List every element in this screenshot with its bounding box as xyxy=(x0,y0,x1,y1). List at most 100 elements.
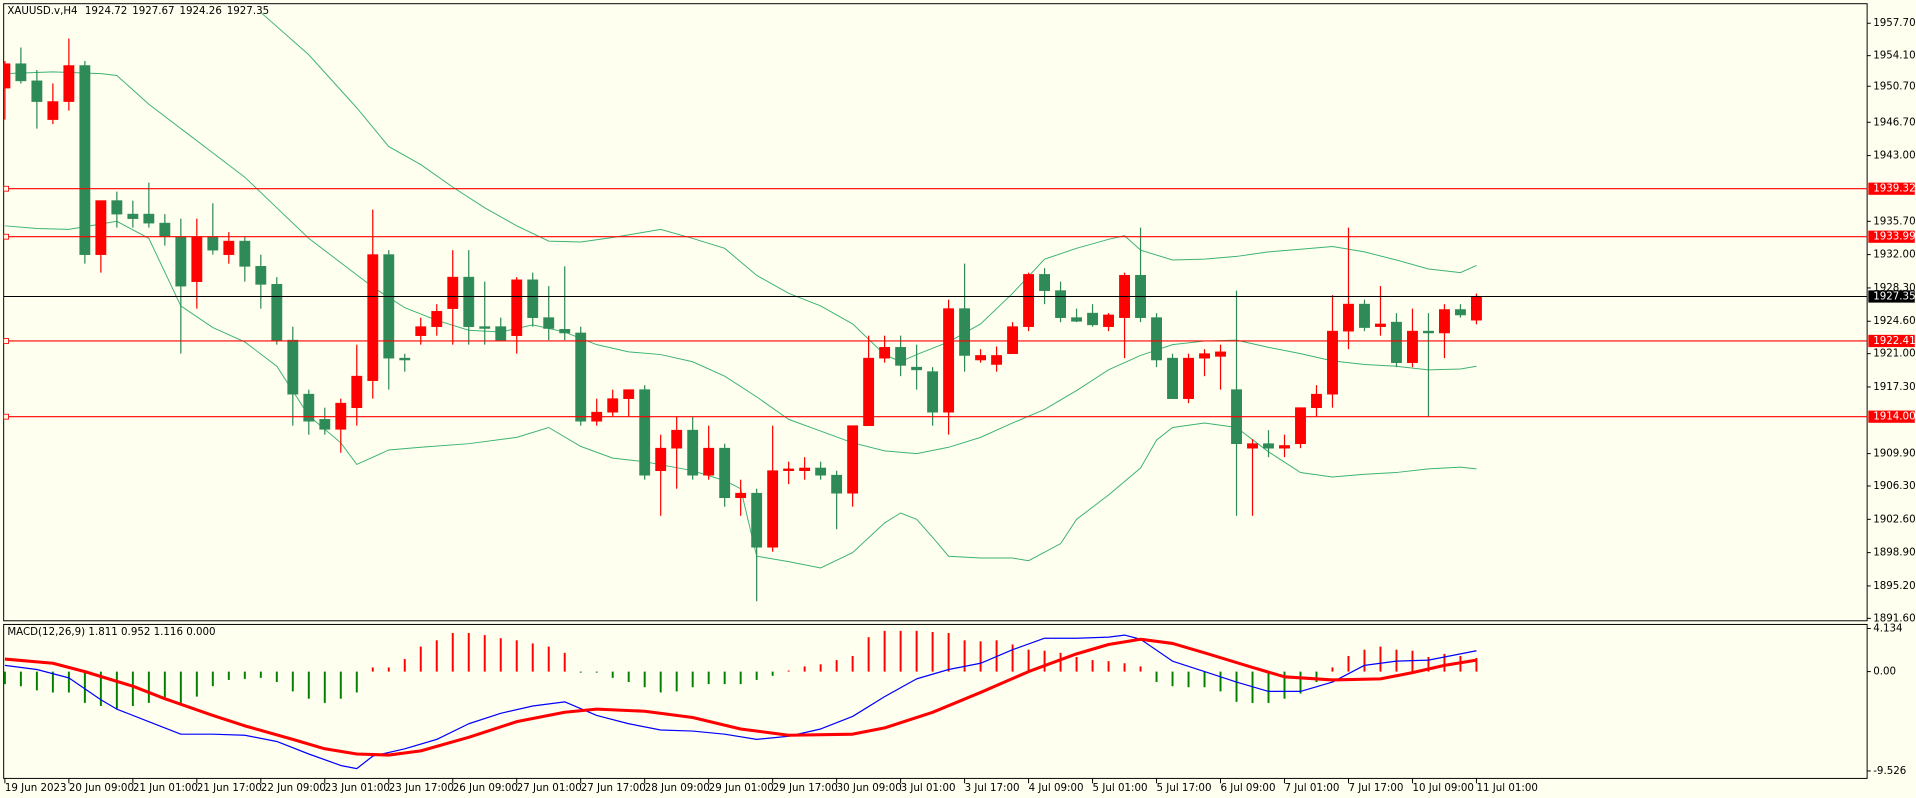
candle-body xyxy=(1199,353,1210,359)
candle-body xyxy=(991,355,1003,365)
candle-body xyxy=(415,326,427,336)
candle-body xyxy=(383,254,395,359)
candle-body xyxy=(495,326,507,341)
candle-body xyxy=(1055,290,1067,318)
band-line xyxy=(4,71,1477,455)
y-tick-label: 1954.10 xyxy=(1873,50,1915,62)
candle-body xyxy=(31,80,43,102)
level-tag xyxy=(1868,230,1915,243)
x-tick-label: 22 Jun 09:00 xyxy=(261,782,326,794)
y-tick-label: 1921.00 xyxy=(1873,348,1915,360)
main-panel-frame xyxy=(3,3,1868,622)
macd-line xyxy=(4,637,1477,757)
candle-body xyxy=(847,425,859,494)
level-label: 1939.32 xyxy=(1873,183,1915,195)
x-tick-label: 26 Jun 09:00 xyxy=(453,782,518,794)
candle-body xyxy=(1039,274,1051,291)
y-tick-label: 1906.30 xyxy=(1873,480,1915,492)
candle-body xyxy=(127,213,139,219)
y-tick-label: 1891.60 xyxy=(1873,612,1915,624)
y-tick-label: 1924.60 xyxy=(1873,315,1915,327)
candle-body xyxy=(879,347,891,359)
candle-body xyxy=(3,63,11,89)
x-tick-label: 3 Jul 17:00 xyxy=(965,782,1020,794)
y-tick-label: 1950.70 xyxy=(1873,80,1915,92)
candle-body xyxy=(1327,330,1338,395)
candle-body xyxy=(1471,296,1482,321)
candle-body xyxy=(1279,445,1290,449)
candle-body xyxy=(1167,357,1178,399)
candle-body xyxy=(1103,314,1114,327)
candle-body xyxy=(815,467,827,476)
candle-body xyxy=(1007,326,1019,354)
x-tick-label: 30 Jun 09:00 xyxy=(837,782,902,794)
candle-body xyxy=(1375,323,1386,327)
x-tick-label: 21 Jun 01:00 xyxy=(133,782,198,794)
x-tick-label: 3 Jul 01:00 xyxy=(901,782,956,794)
candle-body xyxy=(1455,309,1466,316)
x-tick-label: 19 Jun 2023 xyxy=(5,782,67,794)
candle-body xyxy=(1215,351,1226,357)
candle-body xyxy=(1359,303,1370,328)
candle-body xyxy=(687,429,699,476)
macd-line xyxy=(4,634,1477,770)
header-close: 1927.35 xyxy=(227,5,269,17)
band-line xyxy=(4,220,1477,569)
candle-body xyxy=(1183,357,1194,399)
candle-body xyxy=(671,429,683,449)
candle-body xyxy=(559,329,571,334)
candle-body xyxy=(575,332,587,422)
candle-body xyxy=(1087,312,1098,326)
y-tick-label: 0.00 xyxy=(1873,666,1896,678)
candle-body xyxy=(1311,393,1322,408)
candle-body xyxy=(351,375,363,408)
y-tick-label: 1943.00 xyxy=(1873,150,1915,162)
level-handle xyxy=(3,338,9,344)
candle-body xyxy=(95,200,107,255)
symbol: XAUUSD.v,H4 xyxy=(7,5,77,17)
level-tag xyxy=(1868,182,1915,195)
candle-body xyxy=(207,236,219,251)
candle-body xyxy=(1263,443,1274,449)
candle-body xyxy=(1343,303,1354,332)
candle-body xyxy=(623,389,635,399)
candle-body xyxy=(863,357,875,426)
x-tick-label: 20 Jun 09:00 xyxy=(69,782,134,794)
y-tick-label: 4.134 xyxy=(1873,622,1902,634)
candle-body xyxy=(143,213,155,224)
candle-body xyxy=(959,308,971,356)
macd-plot xyxy=(3,630,1478,770)
x-tick-label: 4 Jul 09:00 xyxy=(1029,782,1084,794)
candle-body xyxy=(1071,317,1083,322)
x-tick-label: 21 Jun 17:00 xyxy=(197,782,262,794)
candle-body xyxy=(1151,317,1162,361)
y-tick-label: 1935.70 xyxy=(1873,215,1915,227)
level-label: 1933.99 xyxy=(1873,231,1915,243)
level-label: 1914.00 xyxy=(1873,411,1915,423)
candle-body xyxy=(767,470,779,548)
candle-body xyxy=(511,279,523,336)
candle-body xyxy=(1439,309,1450,334)
y-tick-label: 1957.70 xyxy=(1873,17,1915,29)
candle-body xyxy=(239,240,251,267)
y-tick-label: 1902.60 xyxy=(1873,513,1915,525)
candle-body xyxy=(831,474,843,494)
candle-body xyxy=(319,419,331,430)
candle-body xyxy=(303,393,315,422)
candle-body xyxy=(111,200,123,215)
candle-body xyxy=(911,366,923,371)
level-handle xyxy=(3,185,9,192)
candle-body xyxy=(655,447,667,472)
candle-body xyxy=(271,284,283,341)
level-tag xyxy=(1868,410,1915,423)
candle-body xyxy=(607,398,619,413)
candle-body xyxy=(735,492,747,499)
candle-body xyxy=(527,279,539,318)
candle-body xyxy=(479,326,491,329)
candle-body xyxy=(799,467,811,472)
y-tick-label: 1909.90 xyxy=(1873,448,1915,460)
candle-body xyxy=(223,240,235,255)
candle-body xyxy=(191,236,203,282)
x-tick-label: 10 Jul 09:00 xyxy=(1412,782,1473,794)
